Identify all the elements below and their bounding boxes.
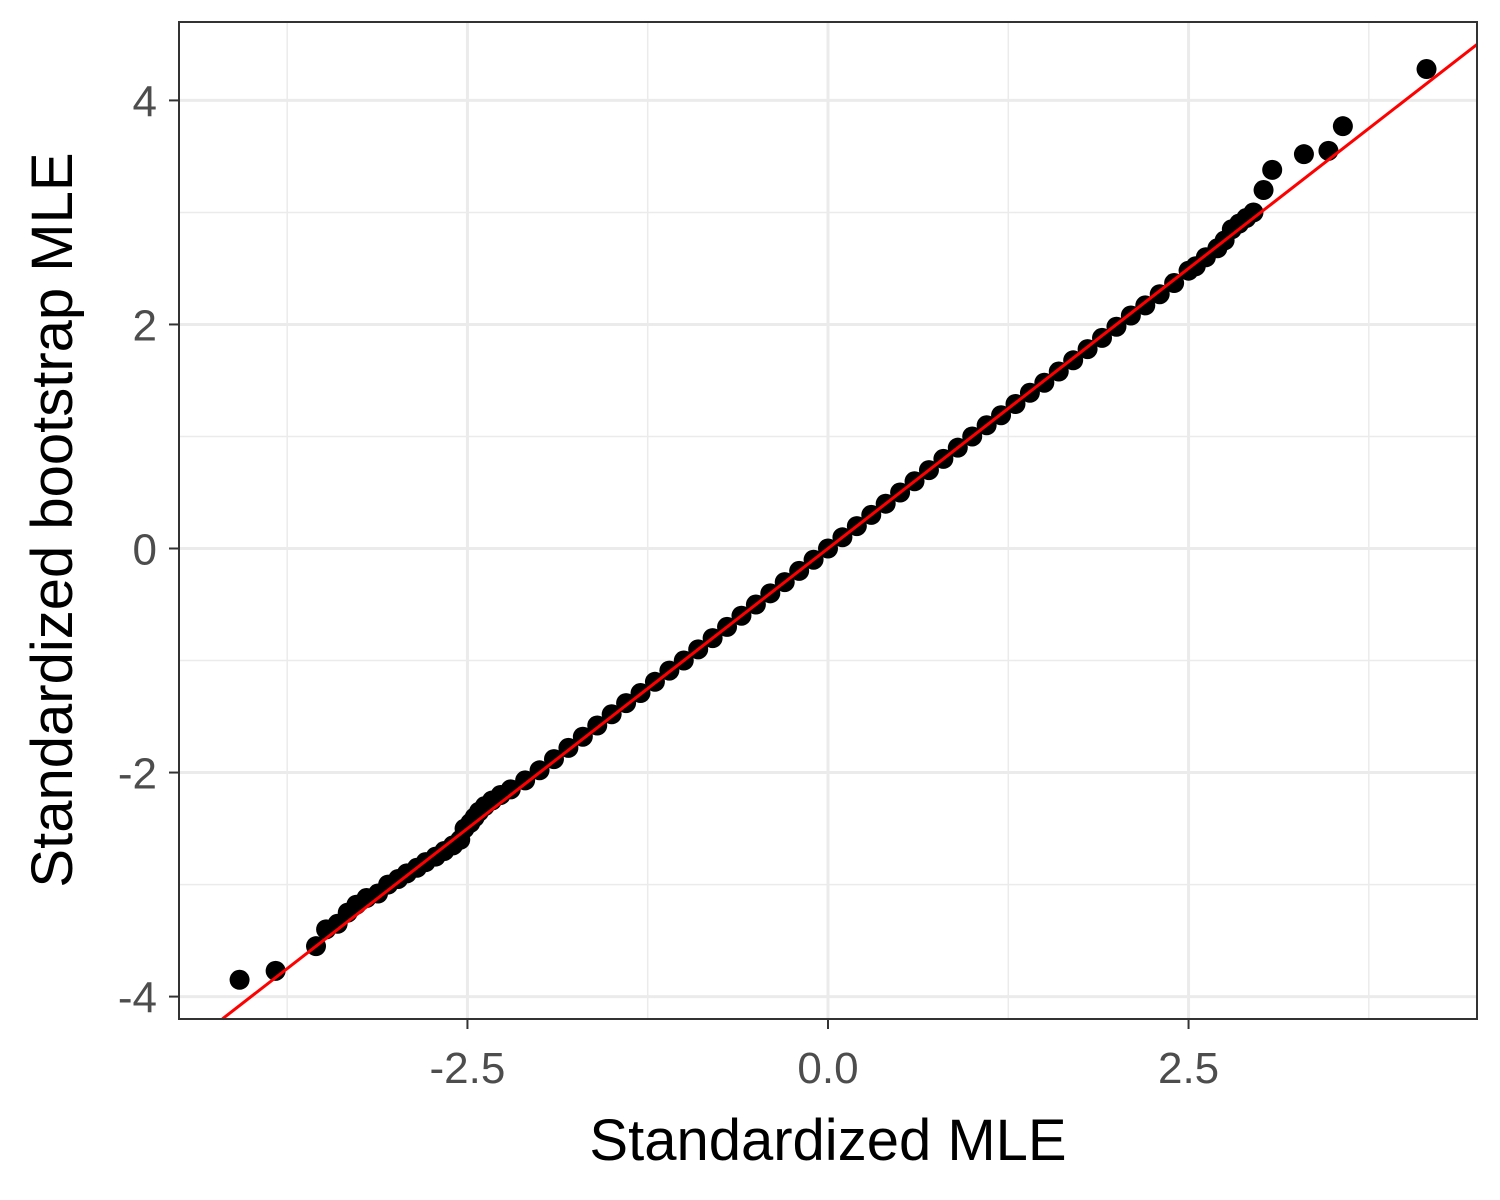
data-point: [1149, 284, 1170, 305]
x-axis-title: Standardized MLE: [589, 1108, 1066, 1173]
data-point: [515, 770, 536, 791]
y-tick-label: 0: [133, 526, 157, 575]
y-tick-label: 2: [133, 301, 157, 350]
y-tick-label: -2: [118, 750, 157, 799]
data-point: [500, 779, 521, 800]
data-point: [229, 969, 250, 990]
x-axis-ticks: -2.5 0.0 2.5: [430, 1019, 1219, 1093]
data-point: [1135, 295, 1156, 316]
data-point: [1318, 140, 1339, 161]
x-tick-label: -2.5: [430, 1044, 506, 1093]
data-point: [1262, 159, 1283, 180]
data-point: [1416, 59, 1437, 80]
reference-line: [221, 43, 1478, 1021]
data-point: [1253, 180, 1274, 201]
data-point: [1332, 116, 1353, 137]
data-point: [1243, 202, 1264, 223]
y-axis-title: Standardized bootstrap MLE: [20, 152, 85, 887]
x-tick-label: 2.5: [1158, 1044, 1219, 1093]
data-point: [1293, 144, 1314, 165]
y-axis-ticks: -4 -2 0 2 4: [118, 77, 179, 1023]
data-point: [1164, 273, 1185, 294]
data-point: [265, 960, 286, 981]
y-tick-label: -4: [118, 974, 157, 1023]
x-tick-label: 0.0: [797, 1044, 858, 1093]
y-tick-label: 4: [133, 77, 157, 126]
